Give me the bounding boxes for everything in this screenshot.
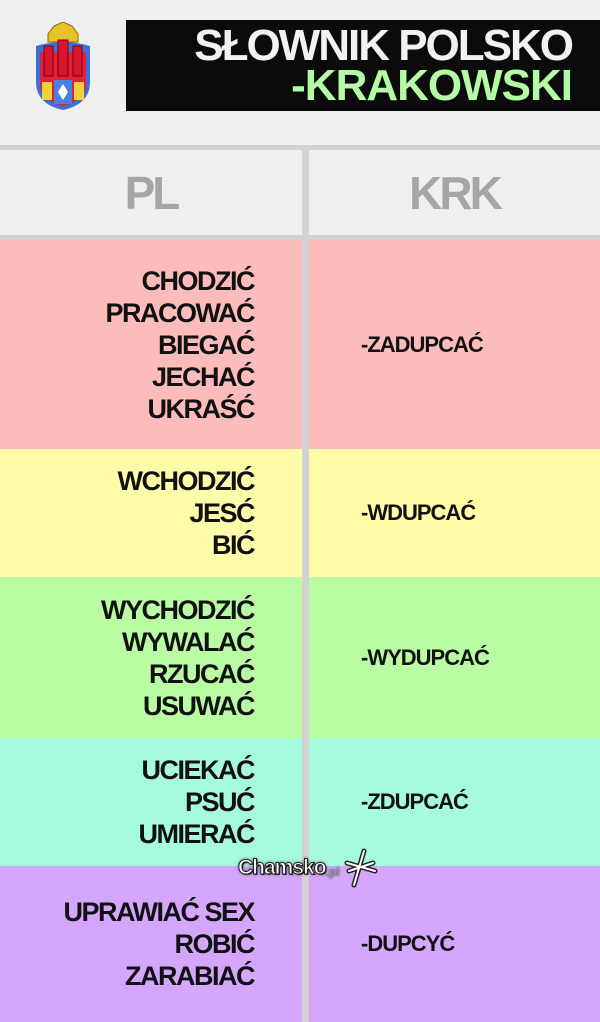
- pl-word: ZARABIAĆ: [125, 961, 255, 991]
- row-krk-cell: -ZADUPCAĆ: [309, 240, 600, 449]
- pl-word: UPRAWIAĆ SEX: [63, 897, 255, 927]
- pl-word: PSUĆ: [184, 787, 256, 817]
- title-line-1: SŁOWNIK POLSKO: [194, 21, 574, 70]
- title-banner: SŁOWNIK POLSKO -KRAKOWSKI: [126, 20, 600, 111]
- krk-word: -ZADUPCAĆ: [361, 331, 484, 357]
- column-header-pl: PL: [0, 150, 302, 235]
- pl-word: CHODZIĆ: [141, 265, 256, 296]
- pl-word-list: UCIEKAĆ PSUĆ UMIERAĆ: [138, 754, 256, 850]
- pl-word: UKRAŚĆ: [147, 393, 255, 424]
- row-krk-cell: -ZDUPCAĆ: [309, 738, 600, 866]
- pl-word-list: WCHODZIĆ JESĆ BIĆ: [117, 465, 256, 561]
- pl-word: WYWALAĆ: [122, 626, 255, 657]
- krakow-coat-of-arms-icon: [36, 22, 90, 110]
- pl-word: UCIEKAĆ: [141, 755, 255, 785]
- pl-word-list: WYCHODZIĆ WYWALAĆ RZUCAĆ USUWAĆ: [101, 594, 255, 722]
- pl-word-list: UPRAWIAĆ SEX ROBIĆ ZARABIAĆ: [63, 896, 256, 992]
- watermark-suffix: .pl: [325, 865, 340, 879]
- pl-word: RZUCAĆ: [149, 658, 255, 689]
- dictionary-table: PL KRK CHODZIĆ PRACOWAĆ BIEGAĆ JECHAĆ UKRAŚĆ…: [0, 145, 600, 1022]
- pl-word: UMIERAĆ: [138, 819, 256, 849]
- pl-word: JECHAĆ: [151, 361, 256, 392]
- pl-word: WYCHODZIĆ: [101, 594, 255, 625]
- pl-word: ROBIĆ: [174, 929, 256, 959]
- pl-word: WCHODZIĆ: [117, 466, 256, 496]
- krk-word: -ZDUPCAĆ: [361, 789, 469, 814]
- watermark-brand: Chamsko: [238, 856, 328, 880]
- pl-word-list: CHODZIĆ PRACOWAĆ BIEGAĆ JECHAĆ UKRAŚĆ: [105, 265, 256, 425]
- row-krk-cell: -DUPCYĆ: [309, 866, 600, 1022]
- row-pl-cell: WYCHODZIĆ WYWALAĆ RZUCAĆ USUWAĆ: [0, 577, 302, 738]
- row-pl-cell: WCHODZIĆ JESĆ BIĆ: [0, 449, 302, 577]
- column-header-krk: KRK: [309, 150, 600, 235]
- hash-logo-icon: [344, 848, 378, 888]
- krk-word: -DUPCYĆ: [361, 931, 455, 956]
- row-krk-cell: -WDUPCAĆ: [309, 449, 600, 577]
- krk-word: -WDUPCAĆ: [361, 500, 476, 525]
- pl-word: BIĆ: [212, 530, 256, 560]
- title-line-2: -KRAKOWSKI: [291, 61, 573, 110]
- pl-word: JESĆ: [189, 498, 255, 528]
- header-area: SŁOWNIK POLSKO -KRAKOWSKI: [0, 0, 600, 145]
- row-pl-cell: UCIEKAĆ PSUĆ UMIERAĆ: [0, 738, 302, 866]
- krk-word: -WYDUPCAĆ: [361, 644, 490, 670]
- pl-word: BIEGAĆ: [157, 329, 256, 360]
- row-pl-cell: CHODZIĆ PRACOWAĆ BIEGAĆ JECHAĆ UKRAŚĆ: [0, 240, 302, 449]
- pl-word: PRACOWAĆ: [105, 297, 256, 328]
- row-krk-cell: -WYDUPCAĆ: [309, 577, 600, 738]
- chamsko-watermark: Chamsko .pl: [238, 848, 378, 888]
- row-pl-cell: UPRAWIAĆ SEX ROBIĆ ZARABIAĆ: [0, 866, 302, 1022]
- pl-word: USUWAĆ: [143, 690, 255, 721]
